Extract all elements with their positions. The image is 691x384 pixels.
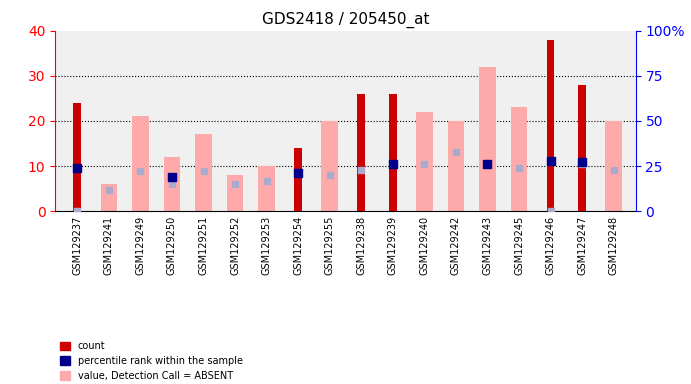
Point	[419, 161, 430, 167]
Point	[387, 161, 398, 167]
Point	[135, 169, 146, 175]
Point	[513, 165, 524, 171]
Bar	[605, 121, 622, 211]
Point	[167, 181, 178, 187]
Point	[545, 157, 556, 164]
Point	[451, 149, 462, 155]
Bar	[258, 166, 275, 211]
Bar	[294, 148, 302, 211]
Point	[72, 165, 83, 171]
Bar	[132, 116, 149, 211]
Point	[545, 208, 556, 214]
Point	[324, 172, 335, 178]
Legend: count, percentile rank within the sample, value, Detection Call = ABSENT, rank, : count, percentile rank within the sample…	[60, 341, 243, 384]
Bar	[227, 175, 243, 211]
Point	[72, 208, 83, 214]
Point	[608, 167, 619, 173]
Bar	[547, 40, 554, 211]
Bar	[578, 85, 586, 211]
Bar	[511, 108, 527, 211]
Point	[482, 161, 493, 167]
Point	[387, 161, 398, 167]
Point	[293, 170, 304, 176]
Bar	[357, 94, 365, 211]
Bar	[196, 134, 212, 211]
Point	[229, 181, 240, 187]
Point	[576, 159, 587, 166]
Point	[293, 170, 304, 176]
Point	[167, 174, 178, 180]
Bar	[448, 121, 464, 211]
Bar	[101, 184, 117, 211]
Point	[356, 167, 367, 173]
Bar	[73, 103, 82, 211]
Title: GDS2418 / 205450_at: GDS2418 / 205450_at	[262, 12, 429, 28]
Point	[576, 161, 587, 167]
Point	[482, 161, 493, 167]
Bar	[416, 112, 433, 211]
Bar	[164, 157, 180, 211]
Bar	[321, 121, 338, 211]
Bar	[389, 94, 397, 211]
Point	[104, 187, 115, 193]
Bar	[479, 67, 495, 211]
Point	[198, 169, 209, 175]
Point	[261, 177, 272, 184]
